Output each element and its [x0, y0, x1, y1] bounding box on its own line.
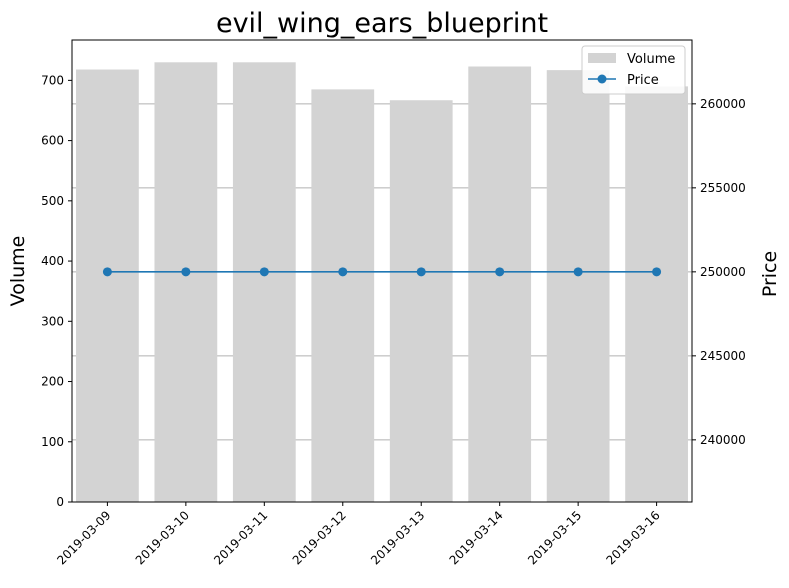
- volume-bar: [625, 86, 688, 502]
- left-axis-tick-label: 400: [41, 254, 64, 268]
- left-axis-label: Volume: [7, 236, 29, 307]
- x-axis: 2019-03-09 2019-03-10 2019-03-11 2019-03-12…: [54, 502, 663, 567]
- x-axis-tick-label: 2019-03-15: [525, 508, 584, 567]
- volume-bar: [546, 70, 610, 502]
- volume-bar: [232, 62, 296, 502]
- x-axis-tick-label: 2019-03-12: [290, 508, 349, 567]
- x-axis-tick-label: 2019-03-09: [54, 508, 113, 567]
- x-axis-tick-label: 2019-03-14: [447, 508, 506, 567]
- left-axis-tick-label: 500: [41, 194, 64, 208]
- x-axis-tick-label: 2019-03-10: [133, 508, 192, 567]
- right-axis-tick-label: 250000: [700, 265, 746, 279]
- legend-swatch-volume: [588, 53, 616, 63]
- right-axis-tick-label: 245000: [700, 349, 746, 363]
- price-marker: [495, 267, 505, 277]
- volume-bar: [154, 62, 218, 502]
- right-axis-tick-label: 240000: [700, 433, 746, 447]
- legend-label-volume: Volume: [627, 52, 675, 67]
- volume-bar: [76, 69, 139, 503]
- price-marker: [338, 267, 348, 277]
- left-axis-tick-label: 100: [41, 435, 64, 449]
- left-axis-tick-label: 0: [56, 495, 64, 509]
- right-axis-tick-label: 255000: [700, 181, 746, 195]
- price-marker: [181, 267, 191, 277]
- price-marker: [573, 267, 583, 277]
- right-axis: 240000 245000 250000 255000 260000: [692, 97, 746, 447]
- left-axis-tick-label: 300: [41, 314, 64, 328]
- right-axis-tick-label: 260000: [700, 97, 746, 111]
- legend-label-price: Price: [627, 73, 659, 88]
- volume-bar: [468, 66, 532, 502]
- volume-bars: [76, 62, 688, 503]
- price-marker: [259, 267, 269, 277]
- left-axis-tick-label: 700: [41, 73, 64, 87]
- left-axis: 0 100 200 300 400 500 600 700: [41, 73, 72, 509]
- x-axis-tick-label: 2019-03-11: [211, 508, 270, 567]
- chart-title: evil_wing_ears_blueprint: [216, 8, 548, 39]
- right-axis-label: Price: [759, 251, 781, 297]
- volume-bar: [389, 100, 453, 502]
- legend-swatch-price-marker: [597, 74, 607, 84]
- price-marker: [416, 267, 426, 277]
- price-marker: [652, 267, 662, 277]
- x-axis-tick-label: 2019-03-13: [368, 508, 427, 567]
- x-axis-tick-label: 2019-03-16: [603, 508, 662, 567]
- volume-bar: [311, 89, 375, 502]
- legend: Volume Price: [581, 45, 686, 95]
- price-line: [102, 267, 662, 277]
- price-marker: [102, 267, 112, 277]
- left-axis-tick-label: 200: [41, 375, 64, 389]
- plot-frame: [71, 39, 693, 503]
- left-axis-tick-label: 600: [41, 134, 64, 148]
